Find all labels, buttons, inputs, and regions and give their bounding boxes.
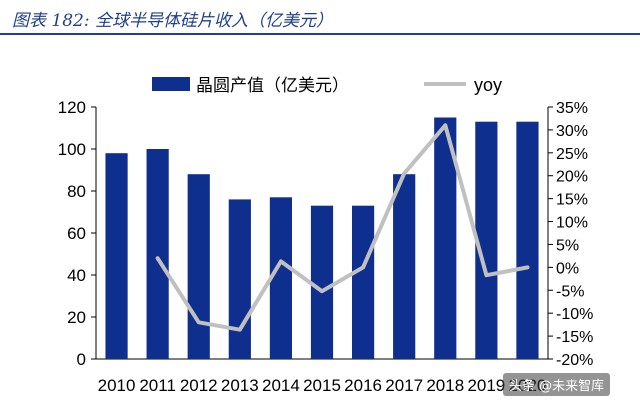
x-tick-label: 2016: [344, 376, 382, 395]
bar: [516, 121, 539, 359]
bar: [475, 121, 498, 359]
bar: [228, 199, 251, 359]
left-tick-label: 120: [58, 98, 86, 117]
right-tick-label: 15%: [556, 192, 588, 209]
figure-header: 图表 182: 全球半导体硅片收入（亿美元）: [0, 0, 640, 35]
x-tick-label: 2017: [385, 376, 423, 395]
x-tick-label: 2013: [221, 376, 259, 395]
bar: [310, 205, 334, 359]
right-tick-label: 35%: [556, 100, 588, 117]
bar: [187, 174, 210, 359]
bar: [351, 205, 375, 359]
x-tick-label: 2019: [467, 376, 505, 395]
x-tick-label: 2014: [262, 376, 300, 395]
yoy-line: [155, 123, 530, 332]
bar: [146, 149, 169, 359]
left-tick-label: 40: [67, 266, 86, 285]
bar: [393, 174, 416, 359]
bar: [105, 153, 128, 359]
header-rule: [0, 33, 640, 35]
right-tick-label: 5%: [556, 237, 579, 254]
figure-title: 图表 182: 全球半导体硅片收入（亿美元）: [12, 11, 333, 31]
right-tick-label: -10%: [556, 306, 593, 323]
x-tick-label: 2012: [180, 376, 218, 395]
x-tick-label: 2018: [426, 376, 464, 395]
left-tick-label: 80: [67, 182, 86, 201]
legend-line-label: yoy: [474, 75, 502, 95]
right-tick-label: 20%: [556, 169, 588, 186]
bar: [434, 117, 457, 359]
legend-bar-label: 晶圆产值（亿美元）: [196, 76, 349, 96]
right-tick-label: -20%: [556, 352, 593, 369]
right-tick-label: 10%: [556, 215, 588, 232]
left-tick-label: 20: [67, 308, 86, 327]
right-tick-label: -15%: [556, 329, 593, 346]
right-tick-label: 30%: [556, 123, 588, 140]
bar: [269, 197, 293, 359]
legend-bar-swatch: [152, 77, 190, 91]
x-tick-label: 2010: [98, 376, 136, 395]
x-tick-label: 2015: [303, 376, 341, 395]
right-tick-label: 25%: [556, 146, 588, 163]
watermark: 头条 @未来智库: [503, 373, 611, 396]
left-tick-label: 60: [67, 224, 86, 243]
left-tick-label: 100: [58, 140, 86, 159]
right-tick-label: 0%: [556, 260, 579, 277]
left-tick-label: 0: [77, 350, 86, 369]
x-tick-label: 2011: [139, 376, 176, 395]
right-tick-label: -5%: [556, 283, 584, 300]
